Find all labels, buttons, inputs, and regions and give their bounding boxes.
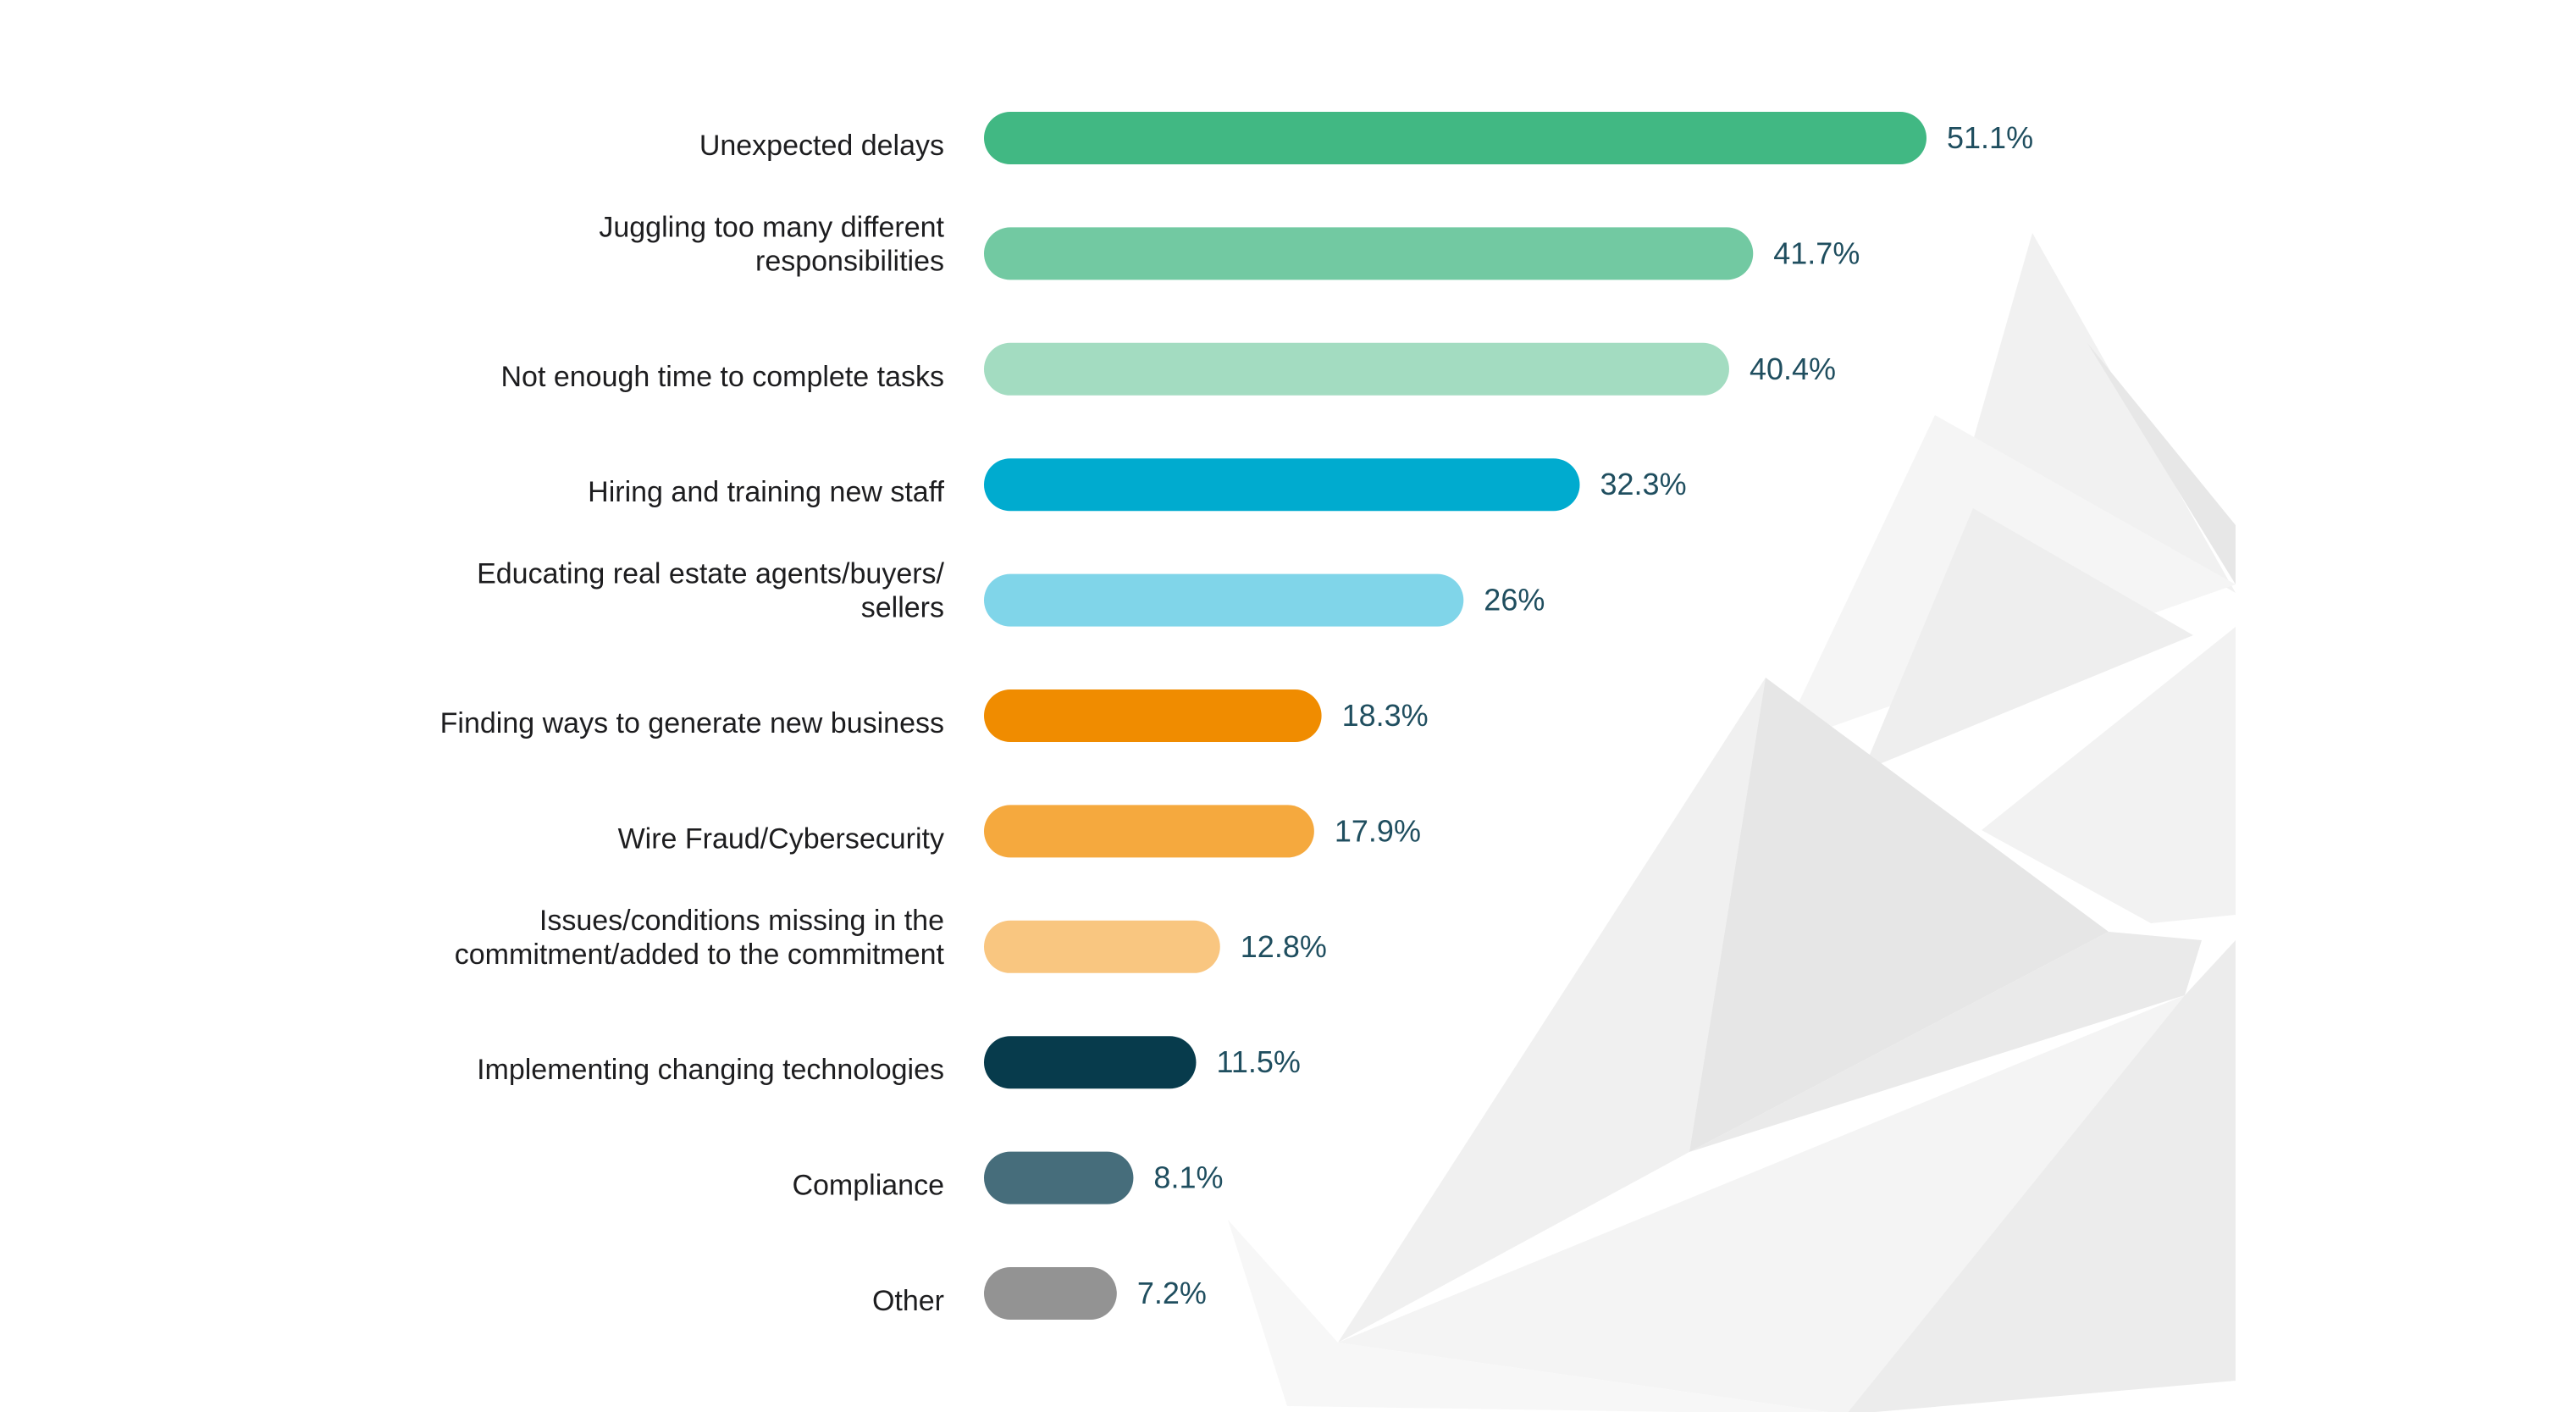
value-label: 18.3% bbox=[1342, 698, 1429, 733]
value-label: 41.7% bbox=[1773, 235, 1860, 270]
mountain-facet bbox=[2087, 343, 2236, 584]
bar-row: 51.1% Unexpected delays bbox=[699, 112, 2033, 164]
category-label: Unexpected delays bbox=[699, 130, 944, 162]
category-label: Educating real estate agents/buyers/ bbox=[477, 558, 944, 590]
value-label: 11.5% bbox=[1216, 1044, 1300, 1079]
bar-row: 8.1% Compliance bbox=[792, 1151, 1223, 1204]
category-label: Finding ways to generate new business bbox=[440, 707, 944, 739]
value-label: 32.3% bbox=[1600, 467, 1687, 501]
mountain-facet bbox=[1973, 233, 2236, 593]
bar-row: 11.5% Implementing changing technologies bbox=[477, 1036, 1301, 1089]
bar-row: 7.2% Other bbox=[872, 1267, 1207, 1320]
bar bbox=[984, 458, 1580, 512]
bar bbox=[984, 920, 1220, 973]
bar-row: 18.3% Finding ways to generate new busine… bbox=[440, 689, 1429, 742]
bar bbox=[984, 227, 1754, 280]
bar-row: 40.4% Not enough time to complete tasks bbox=[501, 342, 1836, 396]
value-label: 51.1% bbox=[1947, 120, 2033, 155]
category-label: Not enough time to complete tasks bbox=[501, 361, 945, 393]
bar bbox=[984, 342, 1729, 396]
bar-row: 26% Educating real estate agents/buyers/s… bbox=[477, 558, 1545, 627]
bar bbox=[984, 112, 1926, 164]
bar-row: 41.7% Juggling too many differentresponsi… bbox=[599, 211, 1860, 280]
mountain-facet bbox=[1689, 932, 2202, 1152]
bar bbox=[984, 805, 1314, 858]
value-label: 40.4% bbox=[1750, 352, 1836, 386]
mountain-facet bbox=[1689, 678, 2109, 1152]
value-label: 12.8% bbox=[1241, 929, 1327, 964]
category-label: commitment/added to the commitment bbox=[455, 939, 945, 971]
category-label: Issues/conditions missing in the bbox=[539, 905, 944, 937]
category-label: Hiring and training new staff bbox=[588, 476, 944, 508]
value-label: 17.9% bbox=[1335, 813, 1421, 848]
bar bbox=[984, 689, 1322, 742]
bar bbox=[984, 1267, 1117, 1320]
bar-row: 32.3% Hiring and training new staff bbox=[588, 458, 1687, 512]
mountain-facet bbox=[1338, 678, 1766, 1343]
mountain-facet bbox=[1228, 1220, 1828, 1412]
value-label: 7.2% bbox=[1137, 1276, 1207, 1310]
category-label: responsibilities bbox=[755, 245, 944, 277]
category-label: Other bbox=[872, 1285, 944, 1317]
value-label: 8.1% bbox=[1153, 1160, 1223, 1195]
bar-row: 12.8% Issues/conditions missing in thecom… bbox=[455, 905, 1327, 973]
category-label: sellers bbox=[861, 592, 944, 624]
value-label: 26% bbox=[1484, 583, 1545, 617]
bar-row: 17.9% Wire Fraud/Cybersecurity bbox=[618, 805, 1421, 858]
bar bbox=[984, 1036, 1197, 1089]
category-label: Implementing changing technologies bbox=[477, 1054, 944, 1086]
bar bbox=[984, 573, 1464, 627]
category-label: Juggling too many different bbox=[599, 211, 944, 243]
category-label: Compliance bbox=[792, 1170, 944, 1202]
mountain-facet bbox=[1848, 940, 2236, 1412]
mountain-facet bbox=[1982, 627, 2236, 923]
mountain-facet bbox=[1338, 995, 2185, 1412]
category-label: Wire Fraud/Cybersecurity bbox=[618, 822, 944, 855]
mountain-facet bbox=[1863, 508, 2193, 771]
bar bbox=[984, 1151, 1134, 1204]
